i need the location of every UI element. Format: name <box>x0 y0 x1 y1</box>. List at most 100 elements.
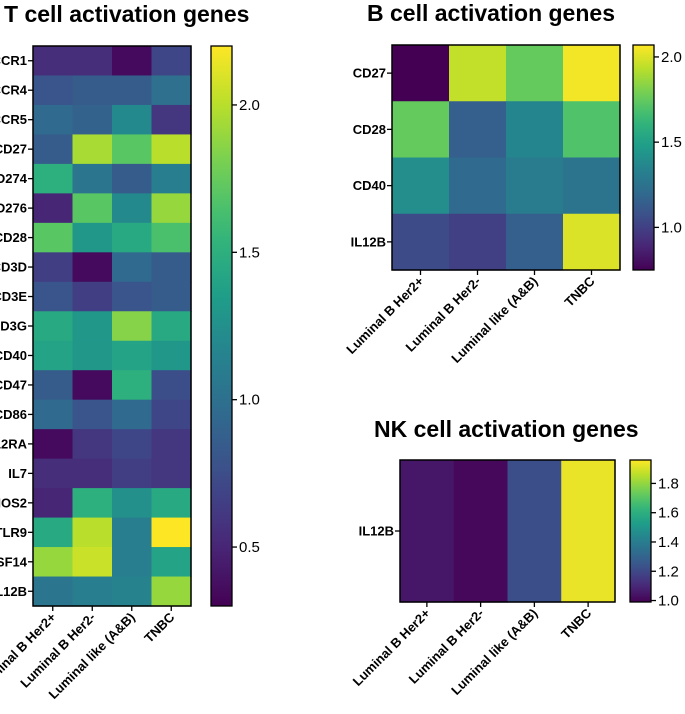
t-cell-r1-c2 <box>112 75 153 106</box>
nk-cell-r0-c0 <box>400 460 455 603</box>
t-cell-r14-c1 <box>72 458 113 489</box>
t-cell-r6-c3 <box>151 222 192 253</box>
t-cell-r7-c2 <box>112 252 153 283</box>
t-cell-r18-c2 <box>112 576 153 607</box>
t-cell-r15-c2 <box>112 488 153 519</box>
t-colorbar-tick-label: 1.5 <box>239 244 260 261</box>
t-row-label: IL12B <box>0 584 27 599</box>
b-row-label: CD27 <box>353 66 386 81</box>
t-cell-r16-c2 <box>112 517 153 548</box>
t-cell-heatmap-panel: T cell activation genes CCR1 CCR4 CCR5 CD27… <box>0 1 260 702</box>
t-cell-r10-c2 <box>112 340 153 371</box>
nk-row-label: IL12B <box>359 524 394 539</box>
b-colorbar-tick-label: 1.5 <box>661 134 682 151</box>
t-row-label: TNFSF14 <box>0 554 28 569</box>
t-colorbar <box>210 45 233 607</box>
t-row-label: CCR1 <box>0 53 27 68</box>
nk-cell-r0-c1 <box>453 460 509 603</box>
nk-cell-r0-c3 <box>561 460 616 603</box>
t-cell-r10-c3 <box>151 340 192 371</box>
t-cell-r6-c2 <box>112 222 153 253</box>
t-cell-r15-c1 <box>72 488 113 519</box>
b-colorbar-tick-label: 1.0 <box>661 219 682 236</box>
t-cell-r5-c3 <box>151 193 192 224</box>
t-cell-r18-c3 <box>151 576 192 607</box>
t-cell-r12-c3 <box>151 399 192 430</box>
t-cell-r8-c0 <box>33 281 74 312</box>
t-cell-r5-c1 <box>72 193 113 224</box>
t-row-label: IL2RA <box>0 436 28 451</box>
t-cell-r2-c1 <box>72 104 113 136</box>
t-cell-r3-c0 <box>33 134 74 165</box>
t-cell-r18-c0 <box>33 576 74 607</box>
t-cell-r4-c2 <box>112 163 153 194</box>
t-cell-r10-c1 <box>72 340 113 371</box>
t-cell-r3-c3 <box>151 134 192 165</box>
t-cell-r2-c2 <box>112 104 153 136</box>
t-colorbar-tick-label: 2.0 <box>239 97 260 114</box>
t-cell-r8-c3 <box>151 281 192 312</box>
t-cell-r0-c0 <box>33 46 74 77</box>
t-row-label: CD274 <box>0 171 28 186</box>
nk-col-label: TNBC <box>558 605 595 642</box>
t-cell-r4-c1 <box>72 163 113 194</box>
t-cell-r13-c1 <box>72 429 113 460</box>
t-cell-r0-c3 <box>151 46 192 77</box>
t-cell-r8-c1 <box>72 281 113 312</box>
t-cell-r11-c0 <box>33 370 74 401</box>
t-cell-r16-c0 <box>33 517 74 548</box>
t-cell-r11-c1 <box>72 370 113 401</box>
b-cell-r3-c0 <box>392 213 450 271</box>
b-cell-r1-c3 <box>563 101 621 159</box>
t-cell-r7-c1 <box>72 252 113 283</box>
t-cell-r17-c2 <box>112 547 153 578</box>
nk-colorbar-tick-label: 1.2 <box>658 563 679 580</box>
t-cell-r3-c1 <box>72 134 113 165</box>
t-row-label: CD40 <box>0 348 27 363</box>
t-cell-r14-c3 <box>151 458 192 489</box>
b-cell-r0-c3 <box>563 45 621 102</box>
t-cell-r9-c1 <box>72 311 113 342</box>
nk-colorbar <box>629 459 652 603</box>
t-cell-r2-c0 <box>33 104 74 136</box>
nk-colorbar-tick-label: 1.8 <box>658 475 679 492</box>
t-cell-r6-c0 <box>33 222 74 253</box>
b-cell-r0-c0 <box>392 45 450 102</box>
t-row-label: IL7 <box>8 466 27 481</box>
b-cell-r1-c1 <box>449 101 507 159</box>
t-cell-r8-c2 <box>112 281 153 312</box>
nk-cell-r0-c2 <box>507 460 562 603</box>
t-row-label: CD86 <box>0 407 27 422</box>
t-cell-r15-c0 <box>33 488 74 519</box>
t-row-label: TLR9 <box>0 525 27 540</box>
b-cell-r3-c1 <box>449 213 507 271</box>
b-colorbar-tick-label: 2.0 <box>661 49 682 66</box>
nk-cell-heatmap-panel: NK cell activation genes IL12B Luminal B… <box>350 416 679 698</box>
b-cell-r3-c2 <box>506 213 564 271</box>
b-row-label: CD28 <box>353 122 386 137</box>
t-cell-r14-c2 <box>112 458 153 489</box>
t-colorbar-tick-label: 1.0 <box>239 392 260 409</box>
t-row-label: NOS2 <box>0 495 27 510</box>
t-cell-r0-c1 <box>72 46 113 77</box>
nk-cell-chart-title: NK cell activation genes <box>374 416 639 442</box>
t-cell-r7-c3 <box>151 252 192 283</box>
b-cell-r2-c3 <box>563 157 621 215</box>
b-row-label: IL12B <box>351 234 386 249</box>
t-cell-r1-c0 <box>33 75 74 106</box>
t-cell-r13-c2 <box>112 429 153 460</box>
t-row-label: CCR5 <box>0 112 27 127</box>
b-row-label: CD40 <box>353 178 386 193</box>
t-cell-r17-c0 <box>33 547 74 578</box>
t-row-label: CD3D <box>0 260 27 275</box>
b-cell-chart-title: B cell activation genes <box>367 0 615 26</box>
t-cell-chart-title: T cell activation genes <box>4 1 249 27</box>
t-cell-r12-c0 <box>33 399 74 430</box>
t-colorbar-tick-label: 0.5 <box>239 539 260 556</box>
t-cell-r16-c1 <box>72 517 113 548</box>
t-cell-r6-c1 <box>72 222 113 253</box>
b-cell-r3-c3 <box>563 213 621 271</box>
nk-colorbar-tick-label: 1.0 <box>658 593 679 610</box>
b-heatmap-frame <box>391 44 621 271</box>
